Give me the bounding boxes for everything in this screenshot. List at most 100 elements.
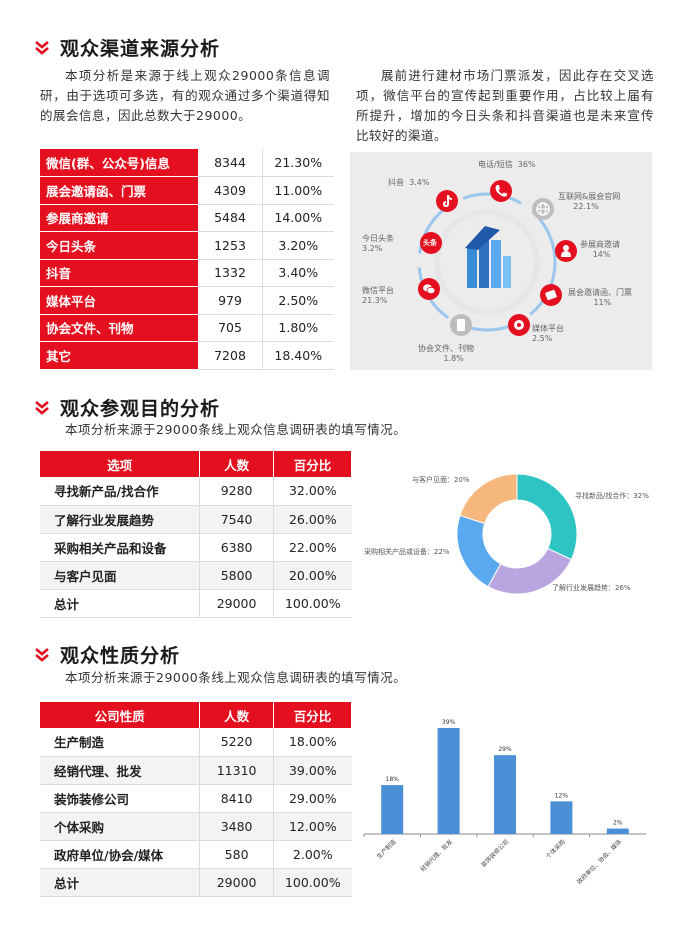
row-label: 经销代理、批发 [40, 756, 200, 785]
donut-label: 与客户见面：20% [412, 475, 470, 484]
ch-label-wechat: 微信平台 21.3% [362, 286, 394, 305]
row-percent: 26.00% [273, 505, 352, 534]
x-tick-label: 个体采购 [544, 838, 567, 861]
bar-data-label: 29% [498, 746, 512, 753]
table-header: 选项 [40, 451, 201, 477]
globe-icon [532, 198, 554, 220]
donut-label: 采购相关产品或设备：22% [364, 547, 450, 556]
table-row: 个体采购 3480 12.00% [40, 812, 352, 841]
bar-data-label: 2% [613, 820, 623, 827]
table-row: 总计 29000 100.00% [40, 589, 352, 618]
row-percent: 100.00% [273, 589, 352, 618]
row-percent: 32.00% [273, 477, 352, 506]
row-label: 采购相关产品和设备 [40, 533, 200, 562]
row-count: 29000 [199, 868, 274, 897]
row-label: 寻找新产品/找合作 [40, 477, 200, 506]
purpose-donut-chart: 寻找新品/找合作：32% 了解行业发展趋势：26% 采购相关产品或设备：22% 与客户… [364, 473, 649, 595]
row-count: 8410 [199, 784, 274, 813]
bar-data-label: 12% [555, 792, 569, 799]
channel-percent: 3.20% [261, 231, 334, 260]
building-logo-icon [465, 226, 511, 288]
row-percent: 12.00% [273, 812, 352, 841]
channel-infographic: 头条 电话/短信 36% 互联网&展会官网 22.1% 参展商邀请 14% 展会… [350, 152, 652, 370]
channel-count: 1332 [197, 259, 262, 287]
phone-icon [490, 180, 512, 202]
channel-name: 展会邀请函、门票 [40, 176, 199, 205]
table-row: 了解行业发展趋势 7540 26.00% [40, 505, 352, 534]
toutiao-badge: 头条 [423, 239, 437, 247]
ch-label-internet: 互联网&展会官网 22.1% [558, 192, 621, 211]
table-row: 经销代理、批发 11310 39.00% [40, 756, 352, 785]
channels-table: 微信(群、公众号)信息 8344 21.30% 展会邀请函、门票 4309 11.00% 参… [40, 149, 334, 370]
row-percent: 18.00% [273, 728, 352, 757]
channel-percent: 18.40% [261, 341, 334, 370]
bar [437, 728, 460, 834]
channel-count: 979 [197, 286, 262, 315]
table-row: 微信(群、公众号)信息 8344 21.30% [40, 149, 334, 177]
channel-count: 7208 [197, 341, 262, 370]
table-row: 总计 29000 100.00% [40, 868, 352, 897]
row-count: 7540 [199, 505, 274, 534]
media-icon [508, 314, 530, 336]
nature-table: 公司性质 人数 百分比 生产制造 5220 18.00% 经销代理、批发 11310 39.0… [40, 702, 352, 897]
channel-name: 参展商邀请 [40, 204, 199, 232]
table-row: 生产制造 5220 18.00% [40, 728, 352, 757]
section-title-text: 观众渠道来源分析 [60, 38, 221, 60]
channel-name: 其它 [40, 341, 199, 370]
ch-label-toutiao: 今日头条 3.2% [362, 234, 394, 253]
section-title-text: 观众性质分析 [60, 645, 181, 667]
row-percent: 2.00% [273, 840, 352, 869]
table-row: 政府单位/协会/媒体 580 2.00% [40, 840, 352, 869]
channel-count: 1253 [197, 231, 262, 260]
row-count: 29000 [199, 589, 274, 618]
double-chevron-icon [35, 647, 49, 662]
table-row: 寻找新产品/找合作 9280 32.00% [40, 477, 352, 506]
channel-name: 媒体平台 [40, 286, 199, 315]
channel-percent: 11.00% [261, 176, 334, 205]
donut-slice [516, 473, 578, 561]
row-percent: 22.00% [273, 533, 352, 562]
table-row: 装饰装修公司 8410 29.00% [40, 784, 352, 813]
purpose-intro: 本项分析来源于29000条线上观众信息调研表的填写情况。 [65, 422, 407, 437]
bar [550, 801, 573, 834]
channel-percent: 2.50% [261, 286, 334, 315]
table-row: 抖音 1332 3.40% [40, 259, 334, 287]
channel-name: 微信(群、公众号)信息 [40, 149, 199, 177]
table-row: 与客户见面 5800 20.00% [40, 561, 352, 590]
bar-data-label: 39% [442, 719, 456, 726]
table-row: 今日头条 1253 3.20% [40, 231, 334, 260]
table-row: 其它 7208 18.40% [40, 341, 334, 370]
tiktok-icon [436, 190, 458, 212]
x-tick-label: 装饰装修公司 [479, 838, 510, 869]
nature-intro: 本项分析来源于29000条线上观众信息调研表的填写情况。 [65, 670, 407, 685]
x-tick-label: 经销代理、批发 [419, 838, 454, 873]
channel-count: 4309 [197, 176, 262, 205]
row-percent: 100.00% [273, 868, 352, 897]
channel-percent: 14.00% [261, 204, 334, 232]
row-label: 装饰装修公司 [40, 784, 200, 813]
row-percent: 39.00% [273, 756, 352, 785]
row-label: 政府单位/协会/媒体 [40, 840, 200, 869]
wechat-icon [418, 278, 440, 300]
table-row: 采购相关产品和设备 6380 22.00% [40, 533, 352, 562]
ch-label-tiktok: 抖音 3.4% [388, 178, 430, 187]
double-chevron-icon [35, 400, 49, 415]
row-count: 5220 [199, 728, 274, 757]
channel-percent: 21.30% [261, 149, 334, 177]
x-tick-label: 生产制造 [375, 838, 398, 861]
donut-slice [459, 473, 518, 525]
document-icon [450, 314, 472, 336]
table-header: 人数 [199, 451, 275, 477]
table-header: 公司性质 [40, 702, 201, 728]
ch-label-association: 协会文件、刊物 1.8% [418, 344, 474, 363]
table-header: 百分比 [273, 702, 352, 728]
ch-label-media: 媒体平台 2.5% [532, 324, 564, 343]
infographic-center-graphic [417, 192, 557, 332]
channel-count: 705 [197, 314, 262, 342]
row-label: 了解行业发展趋势 [40, 505, 200, 534]
table-row: 展会邀请函、门票 4309 11.00% [40, 176, 334, 205]
channels-intro-right: 展前进行建材市场门票派发，因此存在交叉选项，微信平台的宣传起到重要作用，占比较上… [356, 68, 654, 143]
donut-slice [456, 514, 502, 588]
table-row: 参展商邀请 5484 14.00% [40, 204, 334, 232]
ch-label-ticket: 展会邀请函、门票 11% [568, 288, 632, 307]
